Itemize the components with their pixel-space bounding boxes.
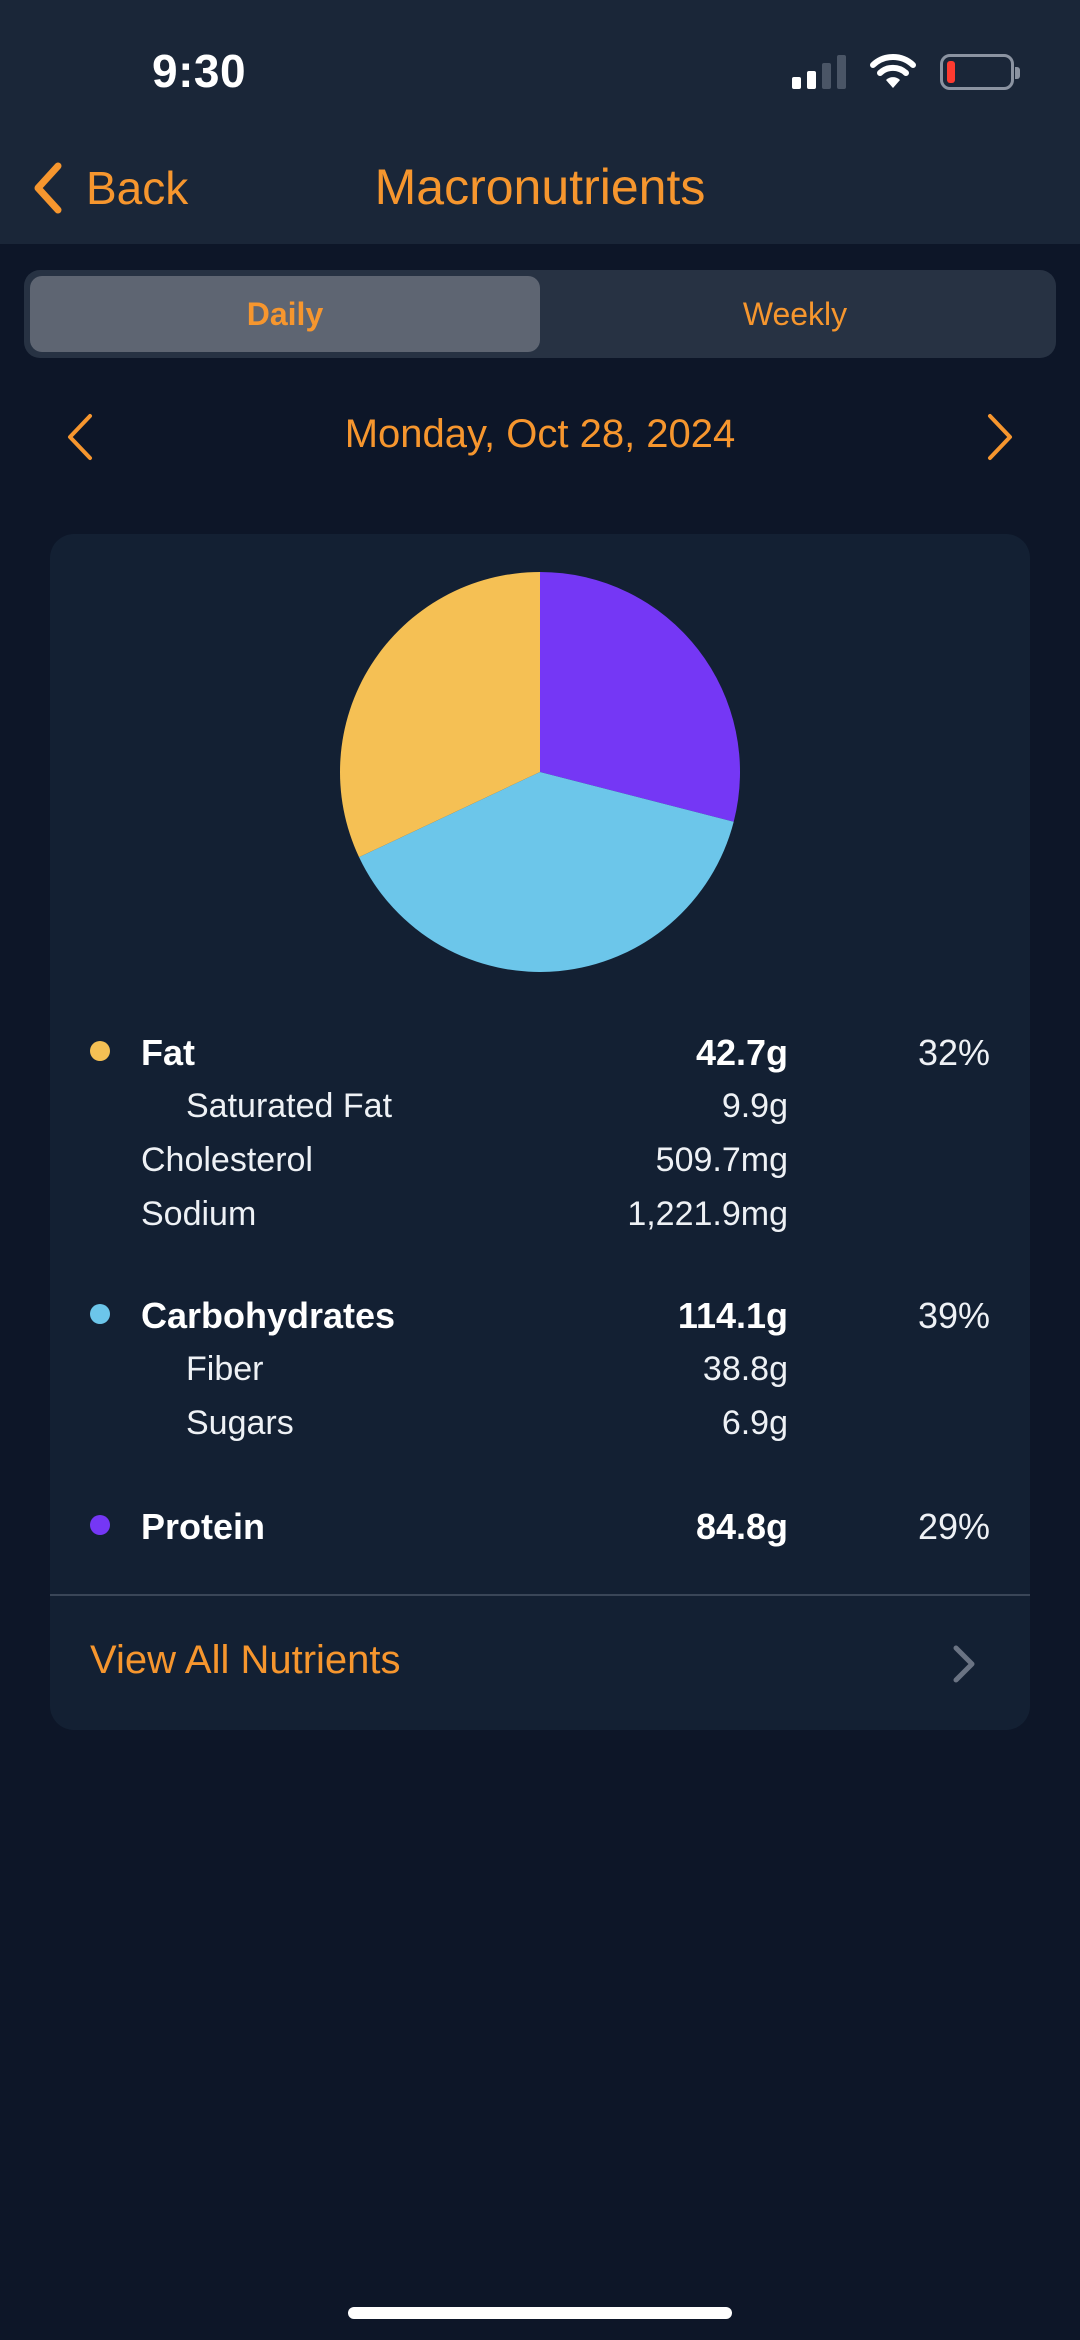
sugars-name: Sugars bbox=[186, 1404, 294, 1442]
fat-row: Fat 42.7g 32% bbox=[50, 1026, 1030, 1080]
fiber-name: Fiber bbox=[186, 1350, 264, 1388]
chevron-left-icon bbox=[34, 162, 62, 214]
sugars-row: Sugars 6.9g bbox=[50, 1398, 1030, 1452]
fiber-amount: 38.8g bbox=[702, 1350, 788, 1388]
chevron-right-icon bbox=[953, 1645, 975, 1683]
period-segmented-control: Daily Weekly bbox=[24, 270, 1056, 358]
back-label: Back bbox=[86, 162, 189, 214]
protein-amount: 84.8g bbox=[695, 1506, 788, 1547]
segment-daily[interactable]: Daily bbox=[30, 276, 540, 352]
protein-row: Protein 84.8g 29% bbox=[50, 1500, 1030, 1554]
segment-weekly[interactable]: Weekly bbox=[742, 295, 848, 332]
carbohydrates-row: Carbohydrates 114.1g 39% bbox=[50, 1289, 1030, 1343]
protein-percent: 29% bbox=[917, 1506, 990, 1547]
sugars-amount: 6.9g bbox=[721, 1404, 788, 1442]
cholesterol-name: Cholesterol bbox=[141, 1141, 313, 1179]
saturated-fat-name: Saturated Fat bbox=[186, 1087, 393, 1125]
fat-legend-dot bbox=[90, 1041, 110, 1061]
view-all-nutrients-label: View All Nutrients bbox=[90, 1638, 401, 1682]
pie-slice-carbohydrates bbox=[359, 772, 734, 972]
status-icons bbox=[792, 52, 1020, 92]
sodium-amount: 1,221.9mg bbox=[627, 1195, 788, 1233]
fat-percent: 32% bbox=[917, 1032, 990, 1073]
fat-amount: 42.7g bbox=[695, 1032, 788, 1073]
sodium-name: Sodium bbox=[141, 1195, 257, 1233]
home-indicator[interactable] bbox=[348, 2307, 732, 2319]
cellular-signal-icon bbox=[792, 55, 846, 89]
next-day-button[interactable] bbox=[974, 412, 1024, 462]
status-time: 9:30 bbox=[152, 45, 247, 97]
pie-slice-protein bbox=[540, 572, 740, 822]
fat-name: Fat bbox=[141, 1032, 195, 1073]
card-divider bbox=[50, 1594, 1030, 1596]
wifi-icon bbox=[870, 54, 916, 88]
previous-day-button[interactable] bbox=[56, 412, 106, 462]
carbohydrates-name: Carbohydrates bbox=[141, 1295, 396, 1336]
battery-icon bbox=[940, 54, 1020, 90]
pie-slice-fat bbox=[340, 572, 540, 858]
page-title: Macronutrients bbox=[374, 159, 706, 215]
back-button[interactable]: Back bbox=[30, 158, 188, 218]
carbohydrates-amount: 114.1g bbox=[677, 1295, 788, 1336]
saturated-fat-row: Saturated Fat 9.9g bbox=[50, 1081, 1030, 1135]
macronutrient-card: Fat 42.7g 32% Saturated Fat 9.9g Cholest… bbox=[50, 534, 1030, 1730]
saturated-fat-amount: 9.9g bbox=[721, 1087, 788, 1125]
date-label: Monday, Oct 28, 2024 bbox=[344, 412, 736, 456]
date-navigator: Monday, Oct 28, 2024 bbox=[0, 400, 1080, 472]
view-all-nutrients-button[interactable]: View All Nutrients bbox=[50, 1596, 1030, 1730]
protein-name: Protein bbox=[141, 1506, 266, 1547]
cholesterol-amount: 509.7mg bbox=[655, 1141, 788, 1179]
carbohydrates-percent: 39% bbox=[917, 1295, 990, 1336]
cholesterol-row: Cholesterol 509.7mg bbox=[50, 1135, 1030, 1189]
macronutrient-pie-chart bbox=[340, 572, 740, 972]
fiber-row: Fiber 38.8g bbox=[50, 1344, 1030, 1398]
header: 9:30 Back Macronutrients bbox=[0, 0, 1080, 244]
protein-legend-dot bbox=[90, 1515, 110, 1535]
carbohydrates-legend-dot bbox=[90, 1304, 110, 1324]
sodium-row: Sodium 1,221.9mg bbox=[50, 1189, 1030, 1243]
